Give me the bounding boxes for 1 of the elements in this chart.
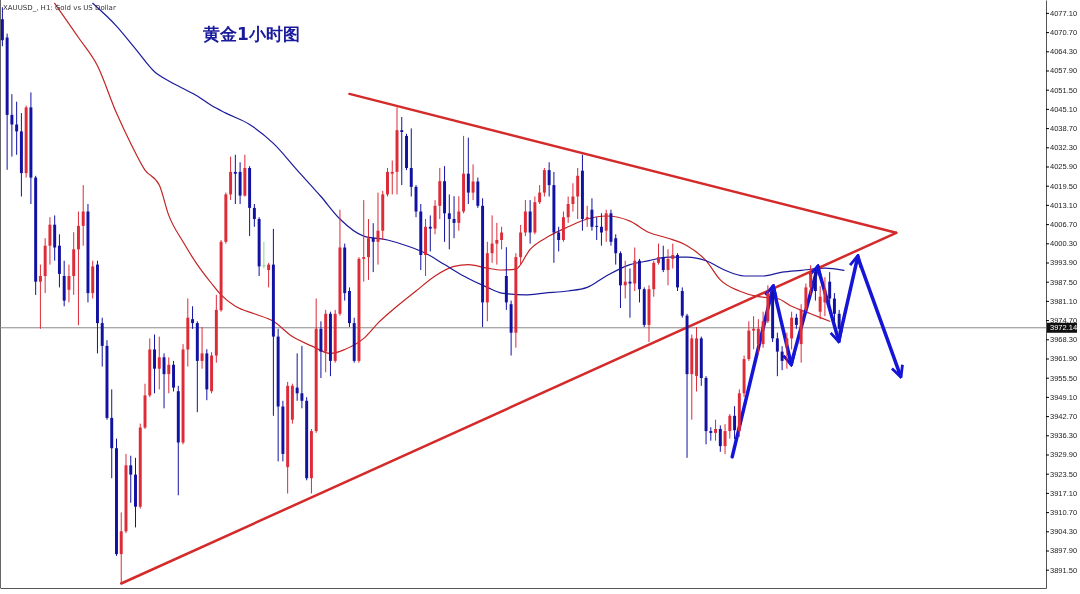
text: 黄金1小时图 (202, 24, 300, 44)
